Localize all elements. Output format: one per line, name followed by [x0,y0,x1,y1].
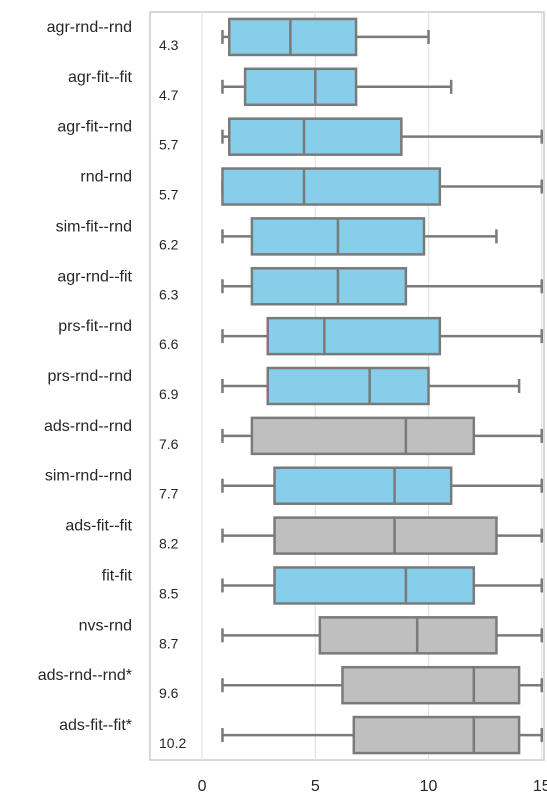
box-iqr [243,67,358,107]
box-iqr [228,117,403,156]
category-label: sim-rnd--rnd [45,468,132,485]
box-item [221,616,543,655]
box-iqr [273,516,498,555]
box-iqr [341,665,521,705]
box-item [221,566,543,605]
box-iqr [228,17,358,57]
box-item [221,267,543,306]
label-layer: agr-rnd--rnd 4.3 agr-fit--fit 4.7 agr-fit--r… [38,19,187,751]
box-iqr [221,167,442,206]
score-label: 6.6 [159,336,179,352]
box-iqr [273,566,476,605]
score-label: 4.7 [159,87,179,103]
category-label: fit-fit [102,567,133,584]
category-label: ads-fit--fit* [59,717,132,734]
box-item [221,17,430,57]
box-item [221,167,543,206]
category-label: agr-rnd--rnd [47,19,132,36]
box-item [221,117,543,156]
box-item [221,715,543,755]
score-label: 5.7 [159,187,179,203]
box-item [221,516,543,555]
score-label: 10.2 [159,735,186,751]
box-layer [221,17,543,755]
category-label: agr-fit--fit [68,69,133,86]
score-label: 8.5 [159,585,179,601]
score-label: 8.2 [159,536,179,552]
score-label: 6.3 [159,286,179,302]
category-label: rnd-rnd [80,169,132,186]
category-label: prs-rnd--rnd [48,368,132,385]
box-iqr [250,267,408,306]
box-iqr [266,366,430,406]
category-label: ads-rnd--rnd [44,418,132,435]
score-label: 7.6 [159,436,179,452]
box-item [221,366,521,406]
box-item [221,67,453,107]
category-label: ads-fit--fit [65,518,132,535]
box-item [221,416,543,456]
score-label: 8.7 [159,635,179,651]
tick-layer: 0 5 10 15 [198,778,547,795]
score-label: 7.7 [159,486,179,502]
score-label: 6.2 [159,236,179,252]
category-label: nvs-rnd [79,617,132,634]
category-label: agr-rnd--fit [57,268,132,285]
category-label: prs-fit--rnd [58,318,132,335]
category-label: ads-rnd--rnd* [38,667,132,684]
box-item [221,217,498,256]
score-label: 4.3 [159,37,179,53]
box-item [221,665,543,705]
score-label: 5.7 [159,137,179,153]
category-label: sim-fit--rnd [56,218,132,235]
x-tick-label: 0 [198,778,207,795]
x-tick-label: 15 [533,778,547,795]
box-item [221,466,543,505]
x-tick-label: 10 [420,778,438,795]
box-iqr [250,416,476,456]
box-iqr [352,715,521,755]
box-item [221,316,543,356]
score-label: 9.6 [159,685,179,701]
score-label: 6.9 [159,386,179,402]
x-tick-label: 5 [311,778,320,795]
category-label: agr-fit--rnd [57,119,132,136]
box-iqr [266,316,442,356]
box-iqr [273,466,453,505]
box-iqr [318,616,498,655]
